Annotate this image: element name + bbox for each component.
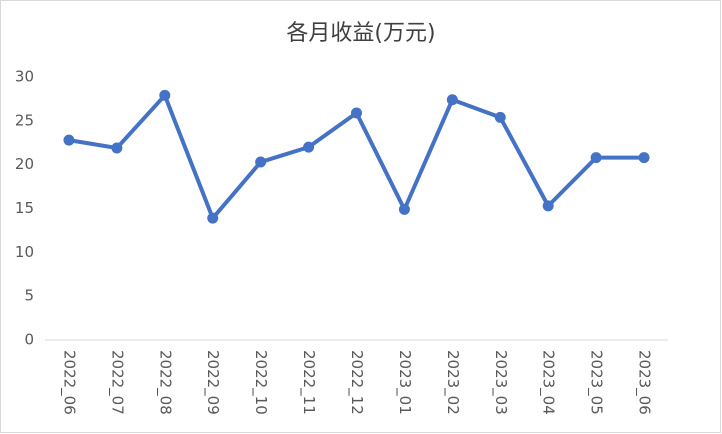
x-tick-label: 2023_01 <box>395 350 414 415</box>
x-tick-label: 2022_08 <box>155 350 174 415</box>
y-tick-label: 30 <box>15 68 34 86</box>
data-point <box>638 152 650 164</box>
data-point <box>590 152 602 164</box>
x-tick-label: 2022_09 <box>203 350 222 415</box>
data-point <box>303 141 315 153</box>
x-tick-label: 2023_03 <box>491 350 510 415</box>
y-tick-label: 15 <box>15 199 34 217</box>
x-tick-label: 2023_04 <box>539 350 558 415</box>
data-point <box>351 107 362 119</box>
x-tick-label: 2022_12 <box>347 350 366 415</box>
y-tick-label: 10 <box>15 243 34 261</box>
data-point <box>255 156 267 168</box>
data-point <box>398 203 410 215</box>
data-point <box>159 89 171 101</box>
x-tick-label: 2023_05 <box>587 350 606 415</box>
data-point <box>207 212 219 224</box>
x-tick-label: 2022_11 <box>299 350 318 415</box>
y-tick-label: 0 <box>24 331 34 349</box>
y-tick-label: 25 <box>15 111 34 129</box>
y-tick-label: 20 <box>15 155 34 173</box>
x-tick-label: 2022_06 <box>59 350 78 415</box>
data-point <box>446 94 458 106</box>
data-point <box>111 142 123 154</box>
data-point <box>542 200 554 212</box>
x-tick-label: 2023_02 <box>443 350 462 415</box>
x-tick-label: 2023_06 <box>635 350 654 415</box>
chart-title: 各月收益(万元) <box>286 21 435 46</box>
y-tick-label: 5 <box>24 287 34 305</box>
x-tick-label: 2022_10 <box>251 350 270 415</box>
data-point <box>63 134 75 146</box>
data-point <box>494 111 506 123</box>
x-tick-label: 2022_07 <box>107 350 126 415</box>
